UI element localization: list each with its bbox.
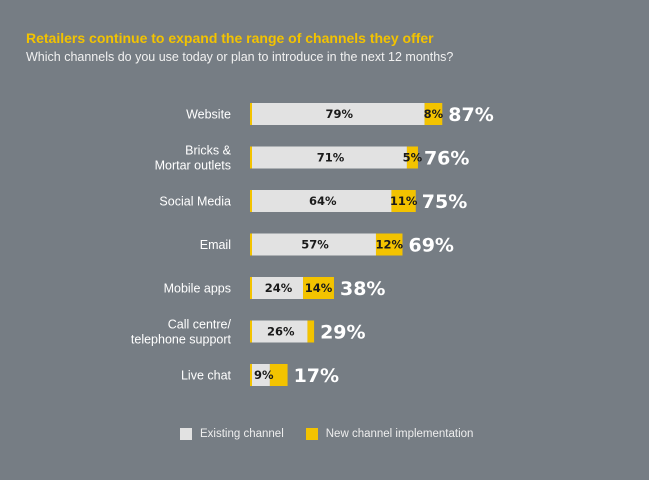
chart-title: Retailers continue to expand the range o… [26, 30, 434, 46]
bar-existing-label: 79% [326, 107, 354, 121]
category-label: Live chat [181, 369, 232, 383]
bar-new-label: 8% [424, 107, 444, 121]
bar-start-tick [250, 320, 252, 343]
bar-new [424, 103, 443, 125]
legend-label-new: New channel implementation [325, 428, 474, 440]
chart-legend: Existing channel New channel implementat… [180, 428, 487, 440]
bar-start-tick [250, 103, 252, 125]
bar-new-label: 5% [403, 151, 423, 165]
chart-subtitle: Which channels do you use today or plan … [26, 50, 454, 64]
bar-total-label: 69% [408, 235, 453, 257]
bar-total-label: 29% [320, 322, 365, 344]
bar-start-tick [250, 233, 252, 256]
legend-swatch-existing [180, 428, 192, 440]
bar-existing [252, 320, 308, 343]
bar-existing-label: 64% [309, 194, 337, 208]
category-label: Mobile apps [164, 282, 231, 296]
bar-new-label: 11% [390, 194, 418, 208]
category-label-line: telephone support [131, 333, 232, 347]
category-label-line: Call centre/ [168, 318, 232, 332]
bar-existing [252, 103, 425, 125]
bar-start-tick [250, 277, 252, 299]
bar-new [307, 320, 315, 343]
category-label: Bricks & Mortar outlets [155, 144, 232, 173]
bar-existing-label: 71% [317, 151, 345, 165]
bar-existing [252, 233, 376, 256]
stacked-bar-chart: Website 79% 8% 87% Bricks & Mortar outlets 71%… [131, 103, 494, 387]
bar-new [269, 364, 288, 386]
bar-total-label: 17% [294, 365, 339, 387]
bar-new-label: 12% [375, 238, 403, 252]
bar-existing-label: 24% [265, 281, 293, 295]
bar-existing-label: 9% [254, 368, 274, 382]
bar-new [406, 146, 418, 169]
category-label: Website [186, 108, 231, 122]
category-label: Social Media [159, 195, 231, 209]
bar-new-label: 14% [305, 281, 333, 295]
bar-existing [252, 146, 407, 169]
bar-total-label: 75% [422, 191, 467, 213]
bar-existing [252, 364, 270, 386]
bar-new [375, 233, 403, 256]
category-label-line: Mortar outlets [155, 159, 231, 173]
category-label: Email [200, 238, 231, 252]
bar-existing-label: 57% [301, 238, 329, 252]
bar-total-label: 76% [424, 148, 469, 170]
bar-existing [252, 277, 304, 299]
bar-total-label: 38% [340, 278, 385, 300]
legend-swatch-new [305, 428, 318, 440]
bar-total-label: 87% [448, 104, 493, 126]
category-label: Call centre/telephone support [131, 318, 232, 347]
legend-item-new: New channel implementation [305, 428, 474, 440]
bar-existing-label: 26% [267, 325, 295, 339]
legend-label-existing: Existing channel [200, 428, 284, 440]
category-label-line: Bricks & [185, 144, 232, 158]
bar-new [303, 277, 334, 299]
legend-item-existing: Existing channel [180, 428, 284, 440]
bar-new [391, 190, 416, 212]
bar-start-tick [250, 190, 252, 212]
bar-existing [252, 190, 392, 212]
bar-start-tick [250, 364, 252, 386]
bar-start-tick [250, 146, 252, 169]
